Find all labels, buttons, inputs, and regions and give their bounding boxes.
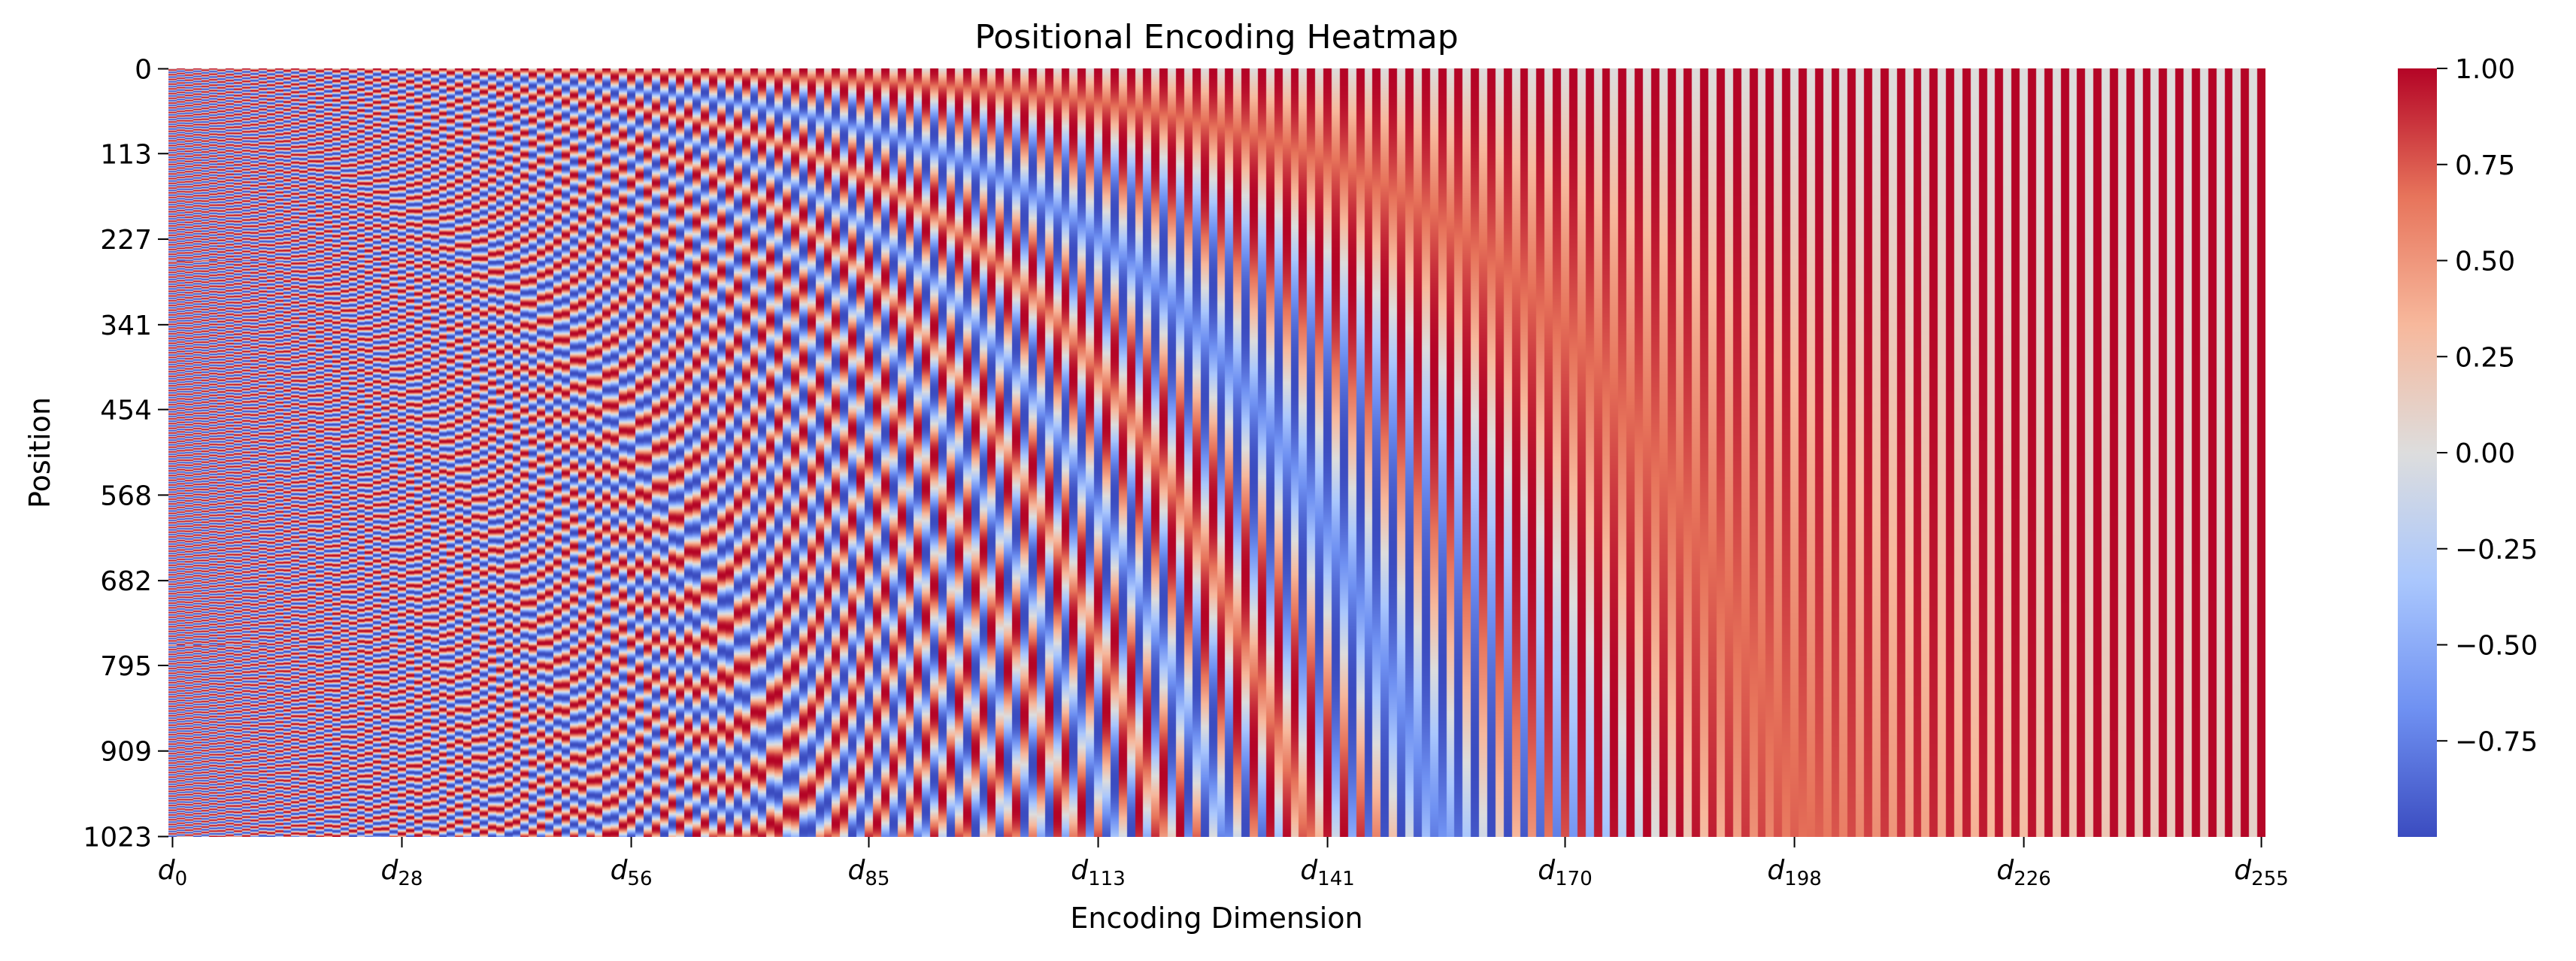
x-tick-label: d170 (1538, 855, 1593, 890)
colorbar-gradient (2398, 68, 2437, 837)
x-tick-label: d28 (381, 855, 423, 890)
y-tick-label: 227 (100, 225, 152, 256)
colorbar-tick-label: 0.75 (2455, 150, 2515, 181)
colorbar-tick-label: −0.25 (2455, 535, 2538, 565)
colorbar-ticks: 1.00 0.75 0.50 0.25 0.00 −0.25 −0.50 −0.75 (2437, 54, 2538, 757)
y-tick-label: 568 (100, 480, 152, 511)
y-tick-label: 0 (135, 54, 152, 85)
x-axis-label: Encoding Dimension (1070, 902, 1362, 935)
y-axis: 0 113 227 341 454 568 682 795 909 1023 (83, 54, 168, 853)
x-tick-label: d226 (1996, 855, 2051, 890)
colorbar: 1.00 0.75 0.50 0.25 0.00 −0.25 −0.50 −0.75 (2398, 54, 2538, 837)
y-tick-label: 341 (100, 311, 152, 341)
y-axis-label: Position (23, 397, 56, 508)
colorbar-tick-label: −0.75 (2455, 726, 2538, 757)
chart-title: Positional Encoding Heatmap (974, 18, 1458, 56)
x-tick-label: d141 (1300, 855, 1355, 890)
colorbar-tick-label: −0.50 (2455, 631, 2538, 662)
heatmap-cells (168, 68, 2265, 837)
x-tick-label: d56 (611, 855, 653, 890)
colorbar-tick-label: 0.00 (2455, 438, 2515, 469)
x-tick-label: d113 (1071, 855, 1126, 890)
x-tick-label: d0 (158, 855, 187, 890)
colorbar-tick-label: 0.50 (2455, 247, 2515, 277)
x-tick-label: d255 (2234, 855, 2289, 890)
colorbar-tick-label: 1.00 (2455, 54, 2515, 85)
y-tick-label: 454 (100, 396, 152, 426)
y-tick-label: 1023 (83, 823, 152, 853)
y-tick-label: 909 (100, 737, 152, 768)
heatmap-plot-area (168, 68, 2265, 837)
x-axis: d0 d28 d56 d85 d113 d141 d170 d198 d226 d255 (158, 837, 2289, 890)
y-tick-label: 795 (100, 651, 152, 682)
colorbar-tick-label: 0.25 (2455, 342, 2515, 373)
x-tick-label: d85 (848, 855, 890, 890)
y-tick-label: 113 (100, 139, 152, 170)
y-tick-label: 682 (100, 566, 152, 597)
x-tick-label: d198 (1767, 855, 1822, 890)
